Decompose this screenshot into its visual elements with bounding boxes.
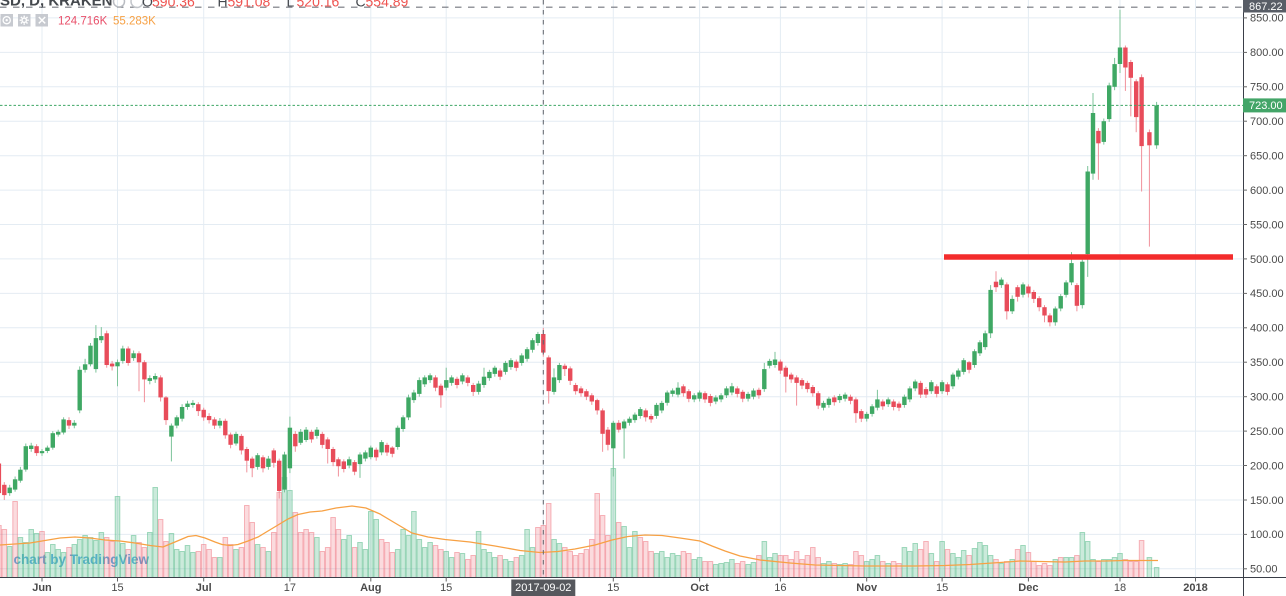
svg-text:450.00: 450.00 xyxy=(1250,288,1284,300)
svg-text:554.89: 554.89 xyxy=(366,0,409,10)
svg-text:15: 15 xyxy=(607,582,619,594)
svg-text:15: 15 xyxy=(936,582,948,594)
svg-text:723.00: 723.00 xyxy=(1249,100,1283,112)
svg-text:50.00: 50.00 xyxy=(1250,564,1278,576)
svg-text:15: 15 xyxy=(111,582,123,594)
svg-text:550.00: 550.00 xyxy=(1250,219,1284,231)
svg-text:Oct: Oct xyxy=(690,582,709,594)
svg-text:2017-09-02: 2017-09-02 xyxy=(515,582,571,594)
svg-text:15: 15 xyxy=(440,582,452,594)
svg-text:100.00: 100.00 xyxy=(1250,529,1284,541)
svg-text:500.00: 500.00 xyxy=(1250,254,1284,266)
svg-text:750.00: 750.00 xyxy=(1250,82,1284,94)
svg-text:O: O xyxy=(142,0,153,10)
svg-text:650.00: 650.00 xyxy=(1250,151,1284,163)
svg-text:590.36: 590.36 xyxy=(152,0,195,10)
svg-text:L: L xyxy=(287,0,295,10)
svg-text:16: 16 xyxy=(774,582,786,594)
svg-text:350.00: 350.00 xyxy=(1250,357,1284,369)
svg-text:Aug: Aug xyxy=(360,582,381,594)
svg-text:55.283K: 55.283K xyxy=(113,16,156,28)
svg-text:400.00: 400.00 xyxy=(1250,323,1284,335)
svg-text:124.716K: 124.716K xyxy=(58,16,108,28)
svg-text:250.00: 250.00 xyxy=(1250,426,1284,438)
svg-text:Jun: Jun xyxy=(32,582,52,594)
svg-text:591.08: 591.08 xyxy=(228,0,271,10)
svg-text:300.00: 300.00 xyxy=(1250,392,1284,404)
svg-text:17: 17 xyxy=(284,582,296,594)
svg-text:H: H xyxy=(218,0,228,10)
svg-text:600.00: 600.00 xyxy=(1250,185,1284,197)
svg-text:18: 18 xyxy=(1114,582,1126,594)
svg-text:800.00: 800.00 xyxy=(1250,47,1284,59)
svg-text:850.00: 850.00 xyxy=(1250,13,1284,25)
svg-text:150.00: 150.00 xyxy=(1250,495,1284,507)
svg-text:2018: 2018 xyxy=(1183,582,1207,594)
svg-text:200.00: 200.00 xyxy=(1250,460,1284,472)
svg-text:867.22: 867.22 xyxy=(1249,1,1283,13)
svg-text:Nov: Nov xyxy=(856,582,878,594)
svg-text:SD, D, KRAKEN: SD, D, KRAKEN xyxy=(0,0,113,10)
svg-text:Jul: Jul xyxy=(196,582,212,594)
svg-text:Dec: Dec xyxy=(1018,582,1038,594)
svg-text:C: C xyxy=(356,0,366,10)
svg-text:520.16: 520.16 xyxy=(297,0,340,10)
svg-text:700.00: 700.00 xyxy=(1250,116,1284,128)
